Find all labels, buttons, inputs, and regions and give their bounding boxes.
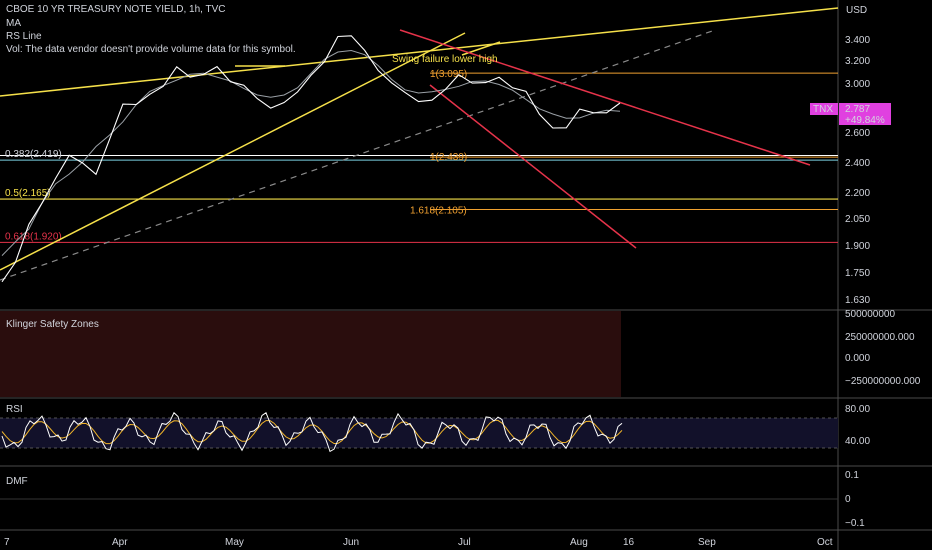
moving-average-line <box>1 49 621 256</box>
x-tick-label: 16 <box>623 537 635 548</box>
change-percent-value: +49.84% <box>845 115 885 126</box>
ext-label-3095: 1(3.095) <box>430 69 467 80</box>
x-tick-label: Sep <box>698 537 716 548</box>
indicator-volume-label[interactable]: Vol: The data vendor doesn't provide vol… <box>6 44 296 55</box>
x-tick-label: Oct <box>817 537 833 548</box>
rsi-tick-label: 80.00 <box>845 404 870 415</box>
klinger-zone-fill <box>0 311 621 397</box>
trendline-dashed-gray <box>0 29 716 281</box>
klinger-tick-label: −250000000.000 <box>845 376 921 387</box>
x-tick-label: Jun <box>343 537 359 548</box>
klinger-tick-label: 0.000 <box>845 353 870 364</box>
y-tick-label: 1.750 <box>845 268 870 279</box>
y-tick-label: 2.600 <box>845 128 870 139</box>
indicator-rs-line-label[interactable]: RS Line <box>6 31 42 42</box>
y-tick-label: 1.900 <box>845 241 870 252</box>
trendline-red-lower <box>429 84 637 249</box>
rsi-line <box>1 411 623 453</box>
y-tick-label: 3.400 <box>845 35 870 46</box>
pane-title-klinger: Klinger Safety Zones <box>6 319 99 330</box>
last-price-value: 2.787 <box>845 104 870 115</box>
x-tick-label: 7 <box>4 537 10 548</box>
fib-label-05: 0.5(2.165) <box>5 188 51 199</box>
symbol-badge-text: TNX <box>813 104 833 115</box>
price-series-line <box>1 35 621 283</box>
y-tick-label: 3.000 <box>845 79 870 90</box>
trendline-red-upper <box>399 29 811 166</box>
y-tick-label: 2.400 <box>845 158 870 169</box>
y-tick-label: 3.200 <box>845 56 870 67</box>
last-price-badge <box>839 103 891 125</box>
ext-label-2439: 1(2.439) <box>430 152 467 163</box>
klinger-tick-label: 500000000 <box>845 309 895 320</box>
trendline-long-yellow <box>0 7 839 97</box>
x-tick-label: Jul <box>458 537 471 548</box>
ext-label-2105: 1.618(2.105) <box>410 205 467 216</box>
indicator-ma-label[interactable]: MA <box>6 18 21 29</box>
symbol-badge <box>810 103 838 115</box>
y-tick-label: 1.630 <box>845 295 870 306</box>
x-tick-label: Apr <box>112 537 128 548</box>
dmf-tick-label: −0.1 <box>845 518 865 529</box>
currency-label: USD <box>846 5 868 16</box>
y-tick-label: 2.200 <box>845 188 870 199</box>
pane-title-dmf: DMF <box>6 476 28 487</box>
fib-label-0382: 0.382(2.419) <box>5 149 62 160</box>
x-tick-label: May <box>225 537 244 548</box>
rsi-band-fill <box>0 418 838 448</box>
pane-title-rsi: RSI <box>6 404 23 415</box>
swing-failure-annotation: Swing failure lower high <box>392 54 498 65</box>
trendline-channel-yellow <box>0 32 466 271</box>
x-tick-label: Aug <box>570 537 588 548</box>
rsi-tick-label: 40.00 <box>845 436 870 447</box>
chart-title: CBOE 10 YR TREASURY NOTE YIELD, 1h, TVC <box>6 4 226 15</box>
dmf-tick-label: 0.1 <box>845 470 859 481</box>
dmf-tick-label: 0 <box>845 494 851 505</box>
klinger-tick-label: 250000000.000 <box>845 332 915 343</box>
y-tick-label: 2.050 <box>845 214 870 225</box>
fib-label-0618: 0.618(1.920) <box>5 231 62 242</box>
